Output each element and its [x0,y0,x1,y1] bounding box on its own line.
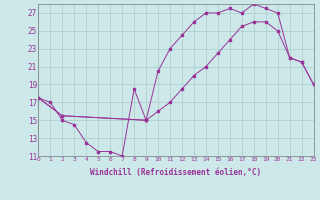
X-axis label: Windchill (Refroidissement éolien,°C): Windchill (Refroidissement éolien,°C) [91,168,261,177]
